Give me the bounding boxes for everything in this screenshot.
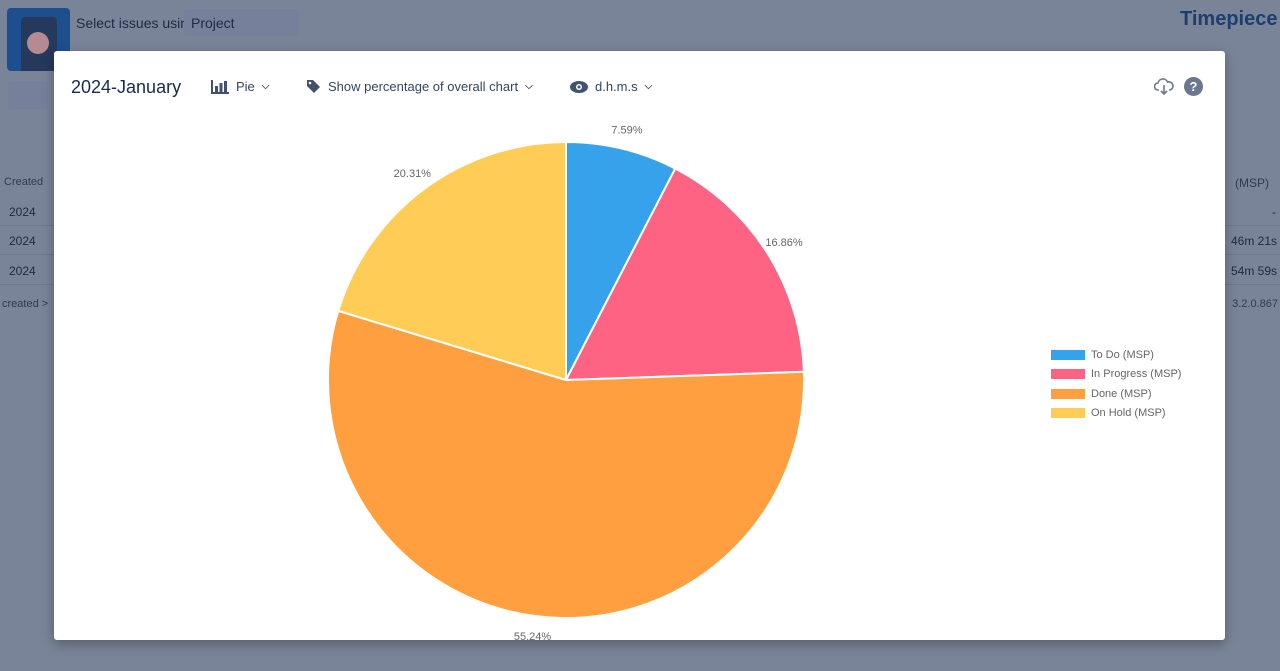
pie-slice[interactable] — [565, 140, 677, 381]
svg-text:?: ? — [1190, 79, 1198, 94]
pie-slice[interactable] — [564, 167, 805, 382]
chevron-down-icon: ⌵ — [261, 81, 270, 92]
data-label: 55.24% — [514, 631, 552, 640]
legend-item[interactable]: On Hold (MSP) — [1051, 404, 1181, 424]
eye-icon — [570, 80, 588, 93]
chevron-down-icon: ⌵ — [525, 81, 533, 92]
pie-slice[interactable] — [327, 309, 805, 619]
tag-icon — [306, 79, 321, 94]
pie-slice[interactable] — [337, 140, 567, 382]
help-icon[interactable]: ? — [1184, 77, 1203, 96]
legend-swatch — [1051, 388, 1085, 399]
bar-chart-icon — [211, 79, 229, 94]
select-label: Select issues using — [76, 15, 196, 31]
chart-legend: To Do (MSP) In Progress (MSP) Done (MSP)… — [1051, 345, 1181, 423]
data-label: 7.59% — [611, 124, 642, 136]
footer-text: created > — [2, 298, 49, 310]
legend-item[interactable]: Done (MSP) — [1051, 384, 1181, 404]
table-header: (MSP) — [1235, 176, 1269, 190]
legend-swatch — [1051, 369, 1085, 380]
pie-chart: 7.59% 16.86% 55.24% 20.31% — [327, 124, 805, 640]
app-logo — [7, 8, 70, 71]
data-label: 20.31% — [394, 168, 432, 180]
version-text: 3.2.0.867 — [1232, 298, 1278, 310]
modal-title: 2024-January — [71, 77, 182, 97]
percentage-dropdown[interactable]: Show percentage of overall chart ⌵ — [306, 79, 533, 94]
time-format-dropdown[interactable]: d.h.m.s ⌵ — [570, 79, 652, 94]
legend-item[interactable]: In Progress (MSP) — [1051, 365, 1181, 385]
legend-item[interactable]: To Do (MSP) — [1051, 345, 1181, 365]
chart-type-dropdown[interactable]: Pie ⌵ — [211, 79, 269, 94]
legend-swatch — [1051, 349, 1085, 360]
data-label: 16.86% — [765, 237, 803, 249]
chevron-down-icon: ⌵ — [644, 81, 653, 92]
timepiece-logo: Timepiece — [1180, 8, 1278, 30]
cloud-download-icon[interactable] — [1154, 78, 1174, 96]
project-select[interactable]: Project — [184, 9, 299, 36]
table-header: Created — [4, 176, 44, 188]
apps-button[interactable] — [8, 81, 48, 109]
legend-swatch — [1051, 408, 1085, 419]
chart-modal: 2024-January Pie ⌵ Show percentage of ove… — [54, 51, 1225, 640]
